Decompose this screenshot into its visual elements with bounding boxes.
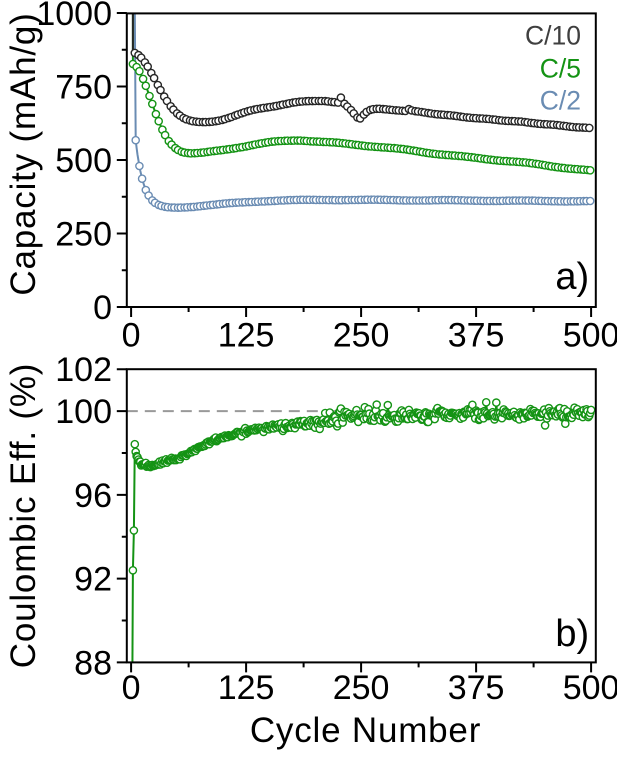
svg-text:92: 92 <box>74 561 112 599</box>
svg-text:250: 250 <box>333 317 390 355</box>
svg-text:C/2: C/2 <box>540 86 581 116</box>
svg-text:0: 0 <box>93 289 112 327</box>
svg-text:96: 96 <box>74 477 112 515</box>
svg-text:750: 750 <box>55 69 112 107</box>
svg-text:375: 375 <box>448 317 505 355</box>
svg-text:C/5: C/5 <box>540 54 581 84</box>
svg-text:102: 102 <box>55 351 112 389</box>
svg-text:1000: 1000 <box>36 0 112 33</box>
svg-text:C/10: C/10 <box>525 21 581 51</box>
svg-text:500: 500 <box>563 317 617 355</box>
svg-text:250: 250 <box>333 669 390 707</box>
svg-text:0: 0 <box>122 317 141 355</box>
svg-text:125: 125 <box>218 669 275 707</box>
svg-text:250: 250 <box>55 216 112 254</box>
svg-text:500: 500 <box>55 142 112 180</box>
svg-text:Capacity (mAh/g): Capacity (mAh/g) <box>4 12 43 295</box>
svg-text:Cycle Number: Cycle Number <box>250 711 481 750</box>
svg-text:88: 88 <box>74 644 112 682</box>
svg-text:Coulombic Eff. (%): Coulombic Eff. (%) <box>4 363 43 669</box>
svg-text:0: 0 <box>122 669 141 707</box>
svg-text:a): a) <box>555 256 589 298</box>
svg-text:500: 500 <box>563 669 617 707</box>
svg-text:375: 375 <box>448 669 505 707</box>
svg-text:b): b) <box>555 613 589 655</box>
svg-text:125: 125 <box>218 317 275 355</box>
svg-text:100: 100 <box>55 393 112 431</box>
